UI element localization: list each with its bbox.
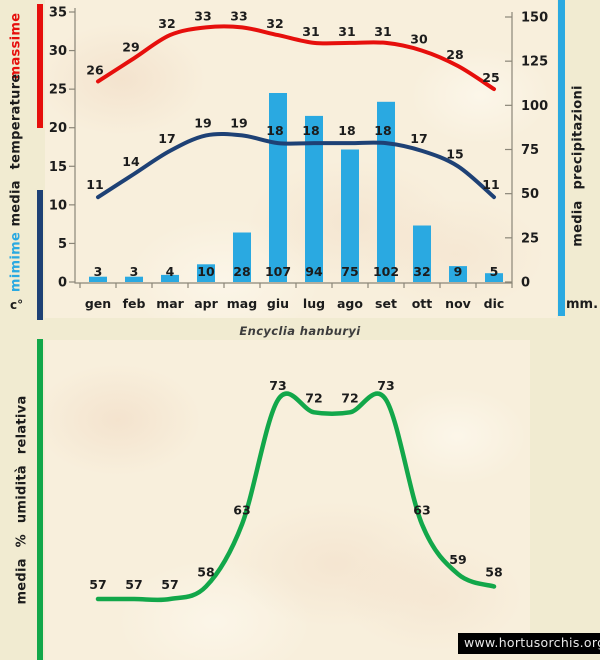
precipitation-value-label: 28 xyxy=(233,264,250,279)
right-axis-tick-label: 125 xyxy=(521,55,548,70)
month-label: dic xyxy=(484,296,505,311)
massime-value-label: 31 xyxy=(338,24,355,39)
massime-value-label: 30 xyxy=(410,32,428,47)
right-axis-tick-label: 75 xyxy=(521,143,539,158)
watermark-url: www.hortusorchis.org xyxy=(458,633,600,654)
left-axis-tick-label: 20 xyxy=(49,121,67,136)
right-axis-tick-label: 25 xyxy=(521,231,539,246)
month-label: giu xyxy=(267,296,289,311)
mimime-value-label: 18 xyxy=(338,123,355,138)
left-axis-tick-label: 35 xyxy=(49,6,67,21)
month-label: set xyxy=(375,296,397,311)
massime-value-label: 31 xyxy=(302,24,319,39)
right-axis-tick-label: 100 xyxy=(521,99,548,114)
mimime-value-label: 17 xyxy=(158,131,175,146)
precipitation-value-label: 3 xyxy=(130,264,139,279)
precipitation-value-label: 10 xyxy=(197,264,215,279)
precipitation-value-label: 75 xyxy=(341,264,358,279)
climate-chart-page: massime media temperature mimime c° medi… xyxy=(0,0,600,660)
charts-svg: 0510152025303502550751001251502629323333… xyxy=(0,0,600,660)
precipitation-value-label: 3 xyxy=(94,264,103,279)
massime-value-label: 32 xyxy=(266,16,283,31)
massime-value-label: 29 xyxy=(122,39,139,54)
right-axis-tick-label: 150 xyxy=(521,11,548,26)
precipitation-value-label: 32 xyxy=(413,264,430,279)
mimime-value-label: 11 xyxy=(482,177,499,192)
mimime-value-label: 18 xyxy=(302,123,319,138)
precipitation-bar xyxy=(305,116,323,282)
mimime-value-label: 15 xyxy=(446,146,463,161)
humidity-value-label: 57 xyxy=(89,577,106,592)
right-axis-tick-label: 0 xyxy=(521,276,530,291)
humidity-value-label: 72 xyxy=(305,390,322,405)
left-axis-tick-label: 25 xyxy=(49,83,67,98)
humidity-value-label: 63 xyxy=(413,502,430,517)
mimime-value-label: 18 xyxy=(374,123,391,138)
precipitation-value-label: 94 xyxy=(305,264,323,279)
month-label: lug xyxy=(303,296,325,311)
mimime-value-label: 11 xyxy=(86,177,103,192)
left-axis-tick-label: 0 xyxy=(58,276,67,291)
humidity-value-label: 73 xyxy=(269,378,286,393)
left-axis-tick-label: 30 xyxy=(49,44,67,59)
humidity-line xyxy=(98,394,494,600)
massime-value-label: 31 xyxy=(374,24,391,39)
humidity-value-label: 57 xyxy=(125,577,142,592)
massime-value-label: 32 xyxy=(158,16,175,31)
massime-value-label: 25 xyxy=(482,70,499,85)
month-label: feb xyxy=(123,296,146,311)
month-label: mar xyxy=(156,296,184,311)
mimime-value-label: 14 xyxy=(122,154,140,169)
mimime-value-label: 19 xyxy=(194,115,211,130)
mimime-value-label: 18 xyxy=(266,123,283,138)
month-label: gen xyxy=(85,296,111,311)
humidity-value-label: 72 xyxy=(341,390,358,405)
month-label: nov xyxy=(445,296,471,311)
humidity-value-label: 58 xyxy=(197,565,214,580)
precipitation-bar xyxy=(341,150,359,283)
humidity-value-label: 73 xyxy=(377,378,394,393)
precipitation-value-label: 107 xyxy=(265,264,291,279)
massime-value-label: 28 xyxy=(446,47,463,62)
left-axis-tick-label: 10 xyxy=(49,198,67,213)
precipitation-value-label: 9 xyxy=(454,264,463,279)
precipitation-value-label: 4 xyxy=(166,264,175,279)
month-label: mag xyxy=(227,296,257,311)
month-label: ott xyxy=(412,296,433,311)
left-axis-tick-label: 15 xyxy=(49,160,67,175)
massime-line xyxy=(98,26,494,89)
massime-value-label: 33 xyxy=(230,8,247,23)
massime-value-label: 33 xyxy=(194,8,211,23)
right-axis-tick-label: 50 xyxy=(521,187,539,202)
precipitation-bar xyxy=(269,93,287,282)
precipitation-value-label: 102 xyxy=(373,264,399,279)
humidity-value-label: 57 xyxy=(161,577,178,592)
month-label: apr xyxy=(194,296,218,311)
mimime-value-label: 17 xyxy=(410,131,427,146)
precipitation-value-label: 5 xyxy=(490,264,499,279)
humidity-value-label: 63 xyxy=(233,502,250,517)
left-axis-tick-label: 5 xyxy=(58,237,67,252)
massime-value-label: 26 xyxy=(86,62,104,77)
mimime-value-label: 19 xyxy=(230,115,247,130)
humidity-value-label: 58 xyxy=(485,565,502,580)
month-label: ago xyxy=(337,296,363,311)
humidity-value-label: 59 xyxy=(449,552,466,567)
